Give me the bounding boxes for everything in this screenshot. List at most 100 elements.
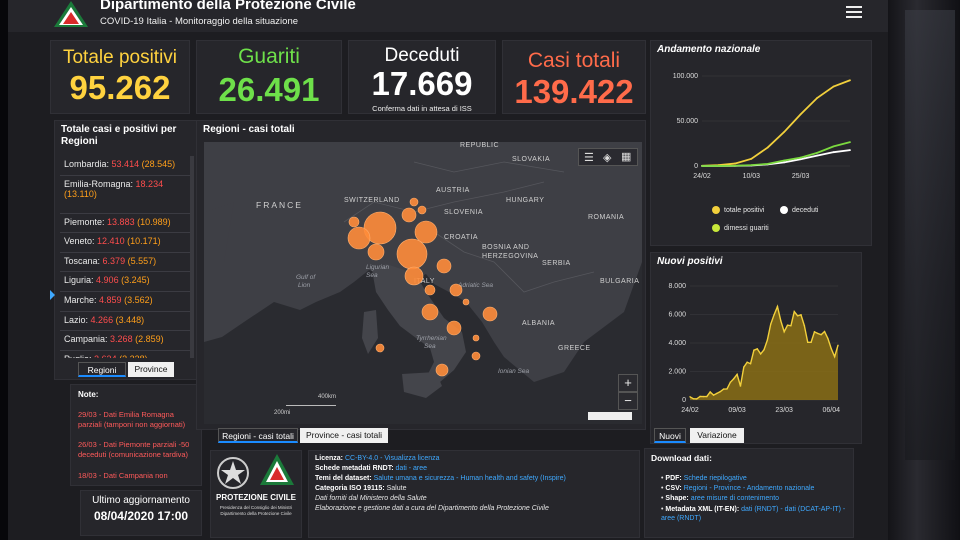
region-list-item[interactable]: Marche: 4.859 (3.562): [60, 292, 190, 312]
bubble-liguria: [367, 243, 385, 261]
region-total: 2.634: [94, 354, 117, 358]
data-point: [763, 349, 765, 351]
regions-map[interactable]: FRANCE SWITZERLAND AUSTRIA SLOVENIA CROA…: [204, 142, 642, 424]
bubble-valle-aosta: [348, 216, 360, 228]
data-point: [716, 392, 718, 395]
kpi-label: Guariti: [238, 45, 300, 68]
new-positives-chart: 0 2.000 4.000 6.000 8.000 24/02 09/03 23/03 06/0…: [668, 283, 840, 414]
data-point: [820, 333, 822, 336]
zoom-in-button[interactable]: +: [618, 374, 638, 392]
basemap-gallery-icon[interactable]: ▦: [621, 151, 632, 163]
region-total: 4.906: [96, 275, 119, 286]
xml-label: Metadata XML (IT-EN):: [665, 506, 740, 513]
xml-link[interactable]: dati (RNDT) - dati (DCAT-AP-IT) - aree (…: [661, 506, 846, 522]
license-panel: Licenza: CC-BY-4.0 - Visualizza licenza …: [308, 450, 640, 538]
cases-bubbles: [347, 197, 498, 377]
region-list-item[interactable]: Campania: 3.268 (2.859): [60, 331, 190, 351]
data-point: [770, 323, 772, 325]
series-line-deceduti: [701, 149, 851, 167]
x-tick-label: 25/03: [792, 173, 810, 180]
map-label-austria: AUSTRIA: [436, 187, 470, 194]
bubble-marche: [436, 258, 452, 274]
shape-link[interactable]: aree misure di contenimento: [690, 495, 780, 502]
data-point: [766, 339, 769, 341]
tab-regioni-casi-totali[interactable]: Regioni - casi totali: [218, 428, 298, 443]
region-list-item[interactable]: Toscana: 6.379 (5.557): [60, 253, 190, 273]
themes-link[interactable]: Salute umana e sicurezza - Human health …: [373, 475, 566, 482]
themes-label: Temi del dataset:: [315, 475, 372, 482]
data-point: [833, 355, 836, 358]
kpi-label: Casi totali: [527, 49, 621, 72]
regions-panel-title: Totale casi e positivi per Regioni: [61, 124, 177, 147]
map-label-slovakia: SLOVAKIA: [512, 156, 551, 163]
map-scale-bar: 400km: [286, 394, 336, 406]
data-point: [722, 388, 725, 390]
note-item: 18/03 - Dati Campania non: [78, 471, 168, 480]
data-point: [849, 149, 851, 151]
layers-icon[interactable]: ◈: [603, 152, 612, 164]
region-list-item[interactable]: Veneto: 12.410 (10.171): [60, 233, 190, 253]
region-positives: (3.448): [115, 314, 145, 325]
monitor-reflection: [905, 10, 955, 460]
y-tick-label: 50.000: [677, 118, 699, 125]
region-total: 4.859: [99, 294, 122, 305]
logo-line2: Dipartimento della Protezione Civile: [220, 511, 292, 516]
legend-list-icon[interactable]: ☰: [584, 152, 594, 164]
bubble-veneto: [414, 220, 438, 244]
region-total: 18.234: [135, 178, 164, 189]
csv-link[interactable]: Regioni - Province - Andamento nazionale: [683, 485, 815, 492]
data-point: [816, 151, 819, 154]
region-name: Veneto:: [64, 236, 95, 247]
region-list-item[interactable]: Lazio: 4.266 (3.448): [60, 312, 190, 332]
protezione-civile-triangle-icon: [260, 454, 294, 485]
region-total: 3.268: [110, 334, 133, 345]
downloads-panel: Download dati: • PDF: Schede riepilogati…: [644, 448, 854, 538]
tab-province-casi-totali[interactable]: Province - casi totali: [300, 428, 388, 443]
data-point: [776, 305, 779, 308]
data-point: [717, 165, 720, 167]
kpi-value: 95.262: [69, 69, 171, 106]
area-fill: [690, 306, 838, 400]
license-link[interactable]: CC-BY-4.0 - Visualizza licenza: [344, 455, 440, 462]
data-point: [799, 156, 802, 159]
region-list-item[interactable]: Lombardia: 53.414 (28.545): [60, 156, 190, 176]
iso-value: Salute: [386, 485, 407, 492]
data-source: Dati forniti dal Ministero della Salute: [315, 495, 427, 502]
download-pdf-row: • PDF: Schede riepilogative: [661, 475, 747, 482]
data-point: [786, 324, 789, 326]
kpi-label: Deceduti: [384, 45, 460, 66]
region-list-item[interactable]: Puglia: 2.634 (2.238): [60, 351, 190, 358]
region-list-item[interactable]: Emilia-Romagna: 18.234 (13.110): [60, 176, 190, 214]
tab-province[interactable]: Province: [128, 362, 174, 377]
region-positives: (2.859): [135, 334, 164, 345]
tab-variazione[interactable]: Variazione: [690, 428, 744, 443]
region-list-item[interactable]: Liguria: 4.906 (3.245): [60, 272, 190, 292]
y-tick-label: 0: [682, 397, 686, 404]
region-positives: (28.545): [141, 159, 176, 169]
data-point: [816, 97, 819, 99]
bubble-campania: [446, 320, 462, 336]
rndt-link[interactable]: dati - aree: [395, 465, 428, 472]
regions-list[interactable]: Lombardia: 53.414 (28.545) Emilia-Romagna…: [60, 156, 190, 358]
bubble-lazio: [421, 303, 439, 321]
zoom-out-button[interactable]: −: [618, 392, 638, 410]
tab-nuovi[interactable]: Nuovi: [654, 428, 686, 443]
region-list-item[interactable]: Piemonte: 13.883 (10.989): [60, 214, 190, 234]
pdf-link[interactable]: Schede riepilogative: [683, 475, 747, 482]
collapse-arrow-icon[interactable]: [50, 290, 55, 300]
note-item: 26/03 - Dati Piemonte parziali -50 deced…: [78, 440, 190, 459]
sea-label: Gulf of: [296, 274, 316, 281]
logo-name: PROTEZIONE CIVILE: [215, 493, 296, 502]
data-point: [692, 398, 695, 400]
bubble-trentino: [401, 207, 417, 223]
map-label-switzerland: SWITZERLAND: [344, 197, 400, 204]
data-point: [753, 349, 755, 351]
legend-dot-icon: [780, 206, 788, 214]
data-point: [827, 337, 829, 340]
menu-icon[interactable]: [846, 6, 862, 20]
data-point: [709, 391, 711, 393]
data-point: [849, 141, 851, 144]
tab-regioni[interactable]: Regioni: [78, 362, 126, 377]
regions-scrollbar[interactable]: [190, 156, 194, 358]
bubble-calabria: [471, 351, 481, 361]
